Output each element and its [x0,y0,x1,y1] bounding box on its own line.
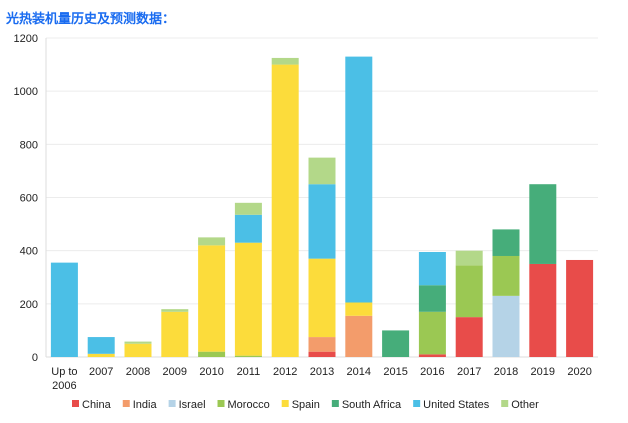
legend-label: United States [423,399,490,411]
bar-segment-south-africa [382,330,410,357]
legend-swatch [281,400,289,407]
legend-label: Israel [179,399,206,411]
legend-label: South Africa [342,399,402,411]
bar-segment-other [455,250,483,266]
bar-segment-other [198,237,226,246]
x-tick-label: 2016 [420,366,444,378]
bar-segment-spain [198,245,226,352]
bar-segment-united-states [234,214,262,243]
x-tick-label: 2014 [347,366,371,378]
legend-swatch [501,400,509,407]
bar-segment-other [308,157,336,185]
legend-swatch [217,400,225,407]
x-tick-label: 2008 [126,366,150,378]
x-tick-label: 2015 [383,366,407,378]
legend-swatch [331,400,339,407]
bar-segment-other [161,309,189,312]
bar-segment-morocco [418,311,446,355]
bar-segment-morocco [234,355,262,357]
bar-segment-china [308,351,336,357]
bar-segment-china [566,259,594,357]
y-tick-label: 1000 [14,86,38,98]
x-tick-label: 2019 [531,366,555,378]
bar-segment-spain [234,242,262,356]
bar-segment-united-states [418,251,446,286]
bar-segment-spain [161,311,189,357]
x-tick-label: 2007 [89,366,113,378]
y-tick-label: 1200 [14,33,38,45]
legend-label: Spain [292,399,320,411]
y-tick-label: 200 [20,299,38,311]
bar-segment-india [345,315,373,357]
x-tick-label: 2010 [199,366,223,378]
x-tick-label: 2013 [310,366,334,378]
legend-label: India [133,399,158,411]
bar-segment-united-states [87,337,115,354]
x-tick-label: 2006 [52,380,76,392]
legend-label: Other [511,399,539,411]
bar-segment-south-africa [418,285,446,312]
bar-segment-morocco [198,351,226,357]
chart-title: 光热装机量历史及预测数据： [6,12,176,27]
bar-segment-united-states [345,56,373,303]
bar-segment-spain [308,258,336,338]
y-tick-label: 600 [20,193,38,205]
x-tick-label: 2018 [494,366,518,378]
legend-label: China [82,399,112,411]
bar-segment-china [418,354,446,357]
x-tick-label: 2009 [163,366,187,378]
legend-swatch [413,400,421,407]
bar-segment-other [234,202,262,215]
x-tick-label: 2012 [273,366,297,378]
x-tick-label: 2020 [567,366,591,378]
bar-segment-spain [124,343,152,357]
y-tick-label: 800 [20,139,38,151]
y-tick-label: 0 [32,352,38,364]
bar-segment-other [124,341,152,344]
bar-segment-spain [271,64,299,357]
bar-segment-united-states [50,262,78,357]
bar-segment-south-africa [492,229,520,256]
bar-segment-united-states [308,184,336,259]
bar-segment-spain [345,302,373,316]
x-tick-label: Up to [51,366,77,378]
bar-segment-china [529,263,557,357]
bar-segment-other [271,57,299,65]
legend-swatch [168,400,176,407]
bar-segment-india [308,337,336,352]
bar-segment-morocco [455,265,483,318]
legend-swatch [122,400,130,407]
bar-segment-south-africa [529,184,557,264]
legend-swatch [72,400,79,407]
legend-label: Morocco [228,399,270,411]
bar-segment-spain [87,353,115,357]
y-tick-label: 400 [20,246,38,258]
x-tick-label: 2011 [237,366,261,378]
bar-segment-israel [492,295,520,357]
bar-segment-morocco [492,255,520,296]
x-tick-label: 2017 [457,366,481,378]
bar-segment-china [455,317,483,357]
